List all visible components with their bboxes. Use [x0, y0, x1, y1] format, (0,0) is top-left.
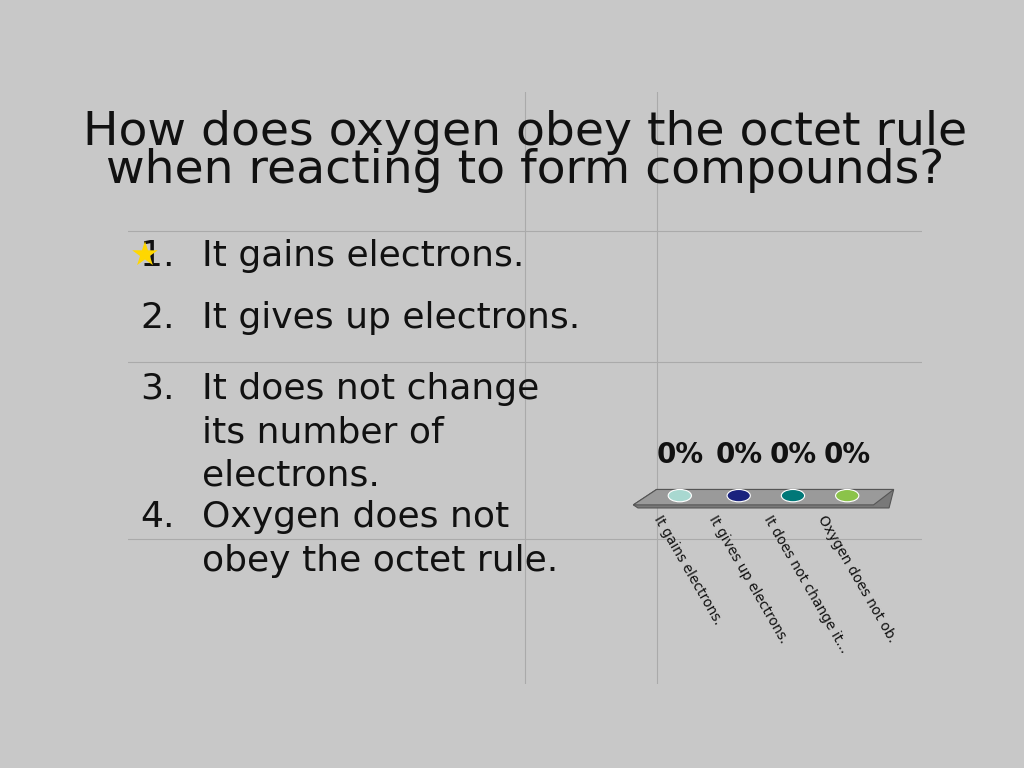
- Ellipse shape: [781, 489, 805, 502]
- Text: 0%: 0%: [715, 442, 762, 469]
- Text: It gains electrons.: It gains electrons.: [202, 239, 524, 273]
- Text: 3.: 3.: [140, 372, 174, 406]
- Polygon shape: [633, 489, 894, 508]
- Text: How does oxygen obey the octet rule: How does oxygen obey the octet rule: [83, 110, 967, 155]
- Ellipse shape: [836, 489, 859, 502]
- Text: 4.: 4.: [140, 500, 174, 535]
- Ellipse shape: [727, 489, 751, 502]
- Text: It does not change
its number of
electrons.: It does not change its number of electro…: [202, 372, 539, 492]
- Text: Oxygen does not
obey the octet rule.: Oxygen does not obey the octet rule.: [202, 500, 558, 578]
- Text: when reacting to form compounds?: when reacting to form compounds?: [105, 148, 944, 194]
- Text: Oxygen does not ob.: Oxygen does not ob.: [815, 512, 899, 644]
- Text: It gives up electrons.: It gives up electrons.: [202, 301, 580, 335]
- Text: It gains electrons.: It gains electrons.: [650, 512, 725, 627]
- Text: 2.: 2.: [140, 301, 174, 335]
- Text: It gives up electrons.: It gives up electrons.: [707, 512, 792, 645]
- Text: ★: ★: [130, 240, 160, 273]
- Polygon shape: [633, 489, 894, 505]
- Text: 0%: 0%: [656, 442, 703, 469]
- Text: 1.: 1.: [140, 239, 174, 273]
- Text: 0%: 0%: [769, 442, 816, 469]
- Ellipse shape: [669, 489, 691, 502]
- Text: 0%: 0%: [823, 442, 870, 469]
- Text: It does not change it...: It does not change it...: [761, 512, 851, 655]
